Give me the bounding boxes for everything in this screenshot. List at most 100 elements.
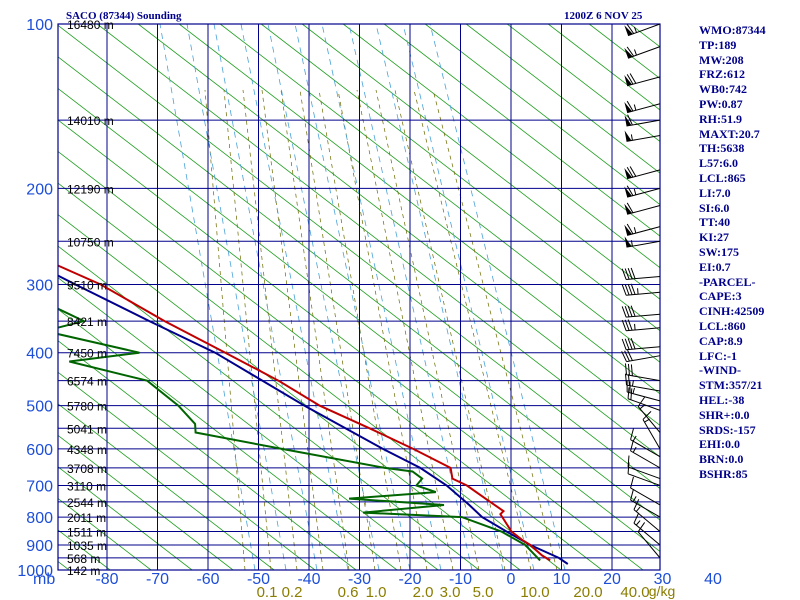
barb-half	[633, 188, 637, 195]
barb-pennant	[624, 25, 633, 36]
dry-adiabat	[58, 434, 234, 570]
index-item: CAPE:3	[699, 289, 742, 304]
height-label: 4348 m	[67, 443, 107, 457]
wind-barb	[624, 223, 661, 236]
barb-staff	[627, 466, 661, 480]
mixing-ratio-line	[429, 24, 566, 570]
barb-full	[630, 338, 636, 350]
dry-adiabat	[424, 24, 660, 206]
barb-full	[630, 364, 633, 376]
height-label: 10750 m	[67, 235, 114, 249]
mixing-ratio-line	[186, 24, 287, 570]
temperature-tick-label: 10	[553, 571, 571, 588]
mixing-ratio-label: 1.0	[366, 584, 387, 600]
barb-staff	[627, 205, 661, 215]
index-item: SHR+:0.0	[699, 407, 750, 422]
height-label: 568 m	[67, 552, 100, 566]
dewpoint-trace	[58, 307, 541, 562]
station-title: SACO (87344) Sounding	[66, 10, 182, 22]
mixing-ratio-label: 0.2	[282, 584, 303, 600]
barb-pennant	[624, 203, 632, 215]
barb-full	[633, 512, 640, 524]
barb-staff	[630, 487, 661, 506]
mixing-ratio-line	[213, 24, 318, 570]
temperature-tick-label: -20	[398, 571, 421, 588]
temperature-tick-label: -60	[196, 571, 219, 588]
barb-full	[630, 428, 634, 440]
index-item: MW:208	[699, 52, 744, 67]
index-item: -PARCEL-	[699, 274, 756, 289]
barb-full	[627, 374, 630, 386]
height-label: 6574 m	[67, 375, 107, 389]
wind-barb	[627, 455, 661, 480]
dry-adiabat	[58, 56, 660, 521]
height-label: 8421 m	[67, 315, 107, 329]
barb-pennant	[624, 236, 632, 248]
height-label: 2011 m	[67, 511, 106, 525]
temperature-tick-label: 40	[704, 571, 722, 588]
pressure-label: 400	[26, 346, 53, 363]
index-item: FRZ:612	[699, 67, 745, 82]
dry-adiabat	[58, 371, 316, 570]
barb-half	[635, 506, 641, 512]
mixing-ratio-label: 2.0	[413, 584, 434, 600]
height-label: 16480 m	[67, 18, 114, 32]
wind-barb	[621, 305, 661, 318]
barb-staff	[627, 76, 661, 87]
barb-half	[634, 323, 636, 330]
moist-adiabat	[432, 89, 558, 570]
mixing-ratio-line	[402, 24, 535, 570]
barb-full	[627, 350, 633, 361]
barb-staff	[633, 509, 661, 532]
index-item: RH:51.9	[699, 111, 742, 126]
wind-barb	[621, 283, 661, 296]
wind-barb	[624, 130, 661, 142]
pressure-label: 600	[26, 442, 53, 459]
pressure-label: 500	[26, 399, 53, 416]
barb-full	[624, 373, 628, 386]
barb-full	[627, 338, 633, 350]
barb-staff	[630, 450, 661, 469]
barb-full	[630, 267, 636, 279]
height-label: 12190 m	[67, 182, 114, 196]
dry-adiabat	[301, 24, 660, 300]
index-item: LCL:865	[699, 170, 746, 185]
barb-full	[627, 363, 630, 376]
pressure-unit-label: mb	[33, 571, 55, 588]
wind-barb	[626, 380, 661, 402]
index-item: MAXT:20.7	[699, 126, 760, 141]
dry-adiabat	[383, 24, 660, 237]
index-item: TH:5638	[699, 141, 745, 156]
barb-staff	[627, 391, 661, 402]
index-item: STM:357/21	[699, 378, 763, 393]
wind-barb	[624, 100, 661, 114]
barb-full	[627, 455, 630, 467]
index-item: LFC:-1	[699, 348, 737, 363]
valid-time: 1200Z 6 NOV 25	[564, 10, 643, 22]
wind-barb	[624, 363, 661, 382]
mixing-ratio-unit: g/kg	[649, 583, 675, 599]
plot-border	[57, 23, 661, 571]
height-label: 3110 m	[67, 479, 106, 493]
barb-full	[626, 100, 634, 112]
barb-pennant	[624, 130, 632, 142]
index-item: WB0:742	[699, 82, 747, 97]
mixing-ratio-label: 3.0	[440, 584, 461, 600]
wind-barb	[624, 114, 661, 127]
height-label: 142 m	[67, 564, 100, 578]
barb-half	[630, 240, 633, 247]
temperature-tick-label: 0	[507, 571, 516, 588]
plot-frame	[57, 23, 661, 571]
height-label: 1511 m	[67, 525, 106, 539]
barb-full	[621, 268, 627, 280]
barb-full	[627, 305, 633, 317]
barb-full	[626, 185, 634, 196]
mixing-ratio-label: 5.0	[473, 584, 494, 600]
wind-barb	[630, 476, 661, 506]
temperature-tick-label: -50	[247, 571, 270, 588]
height-label: 9510 m	[67, 279, 107, 293]
wind-barb	[621, 319, 661, 332]
wind-barb	[621, 338, 661, 351]
temperature-tick-label: -40	[297, 571, 320, 588]
